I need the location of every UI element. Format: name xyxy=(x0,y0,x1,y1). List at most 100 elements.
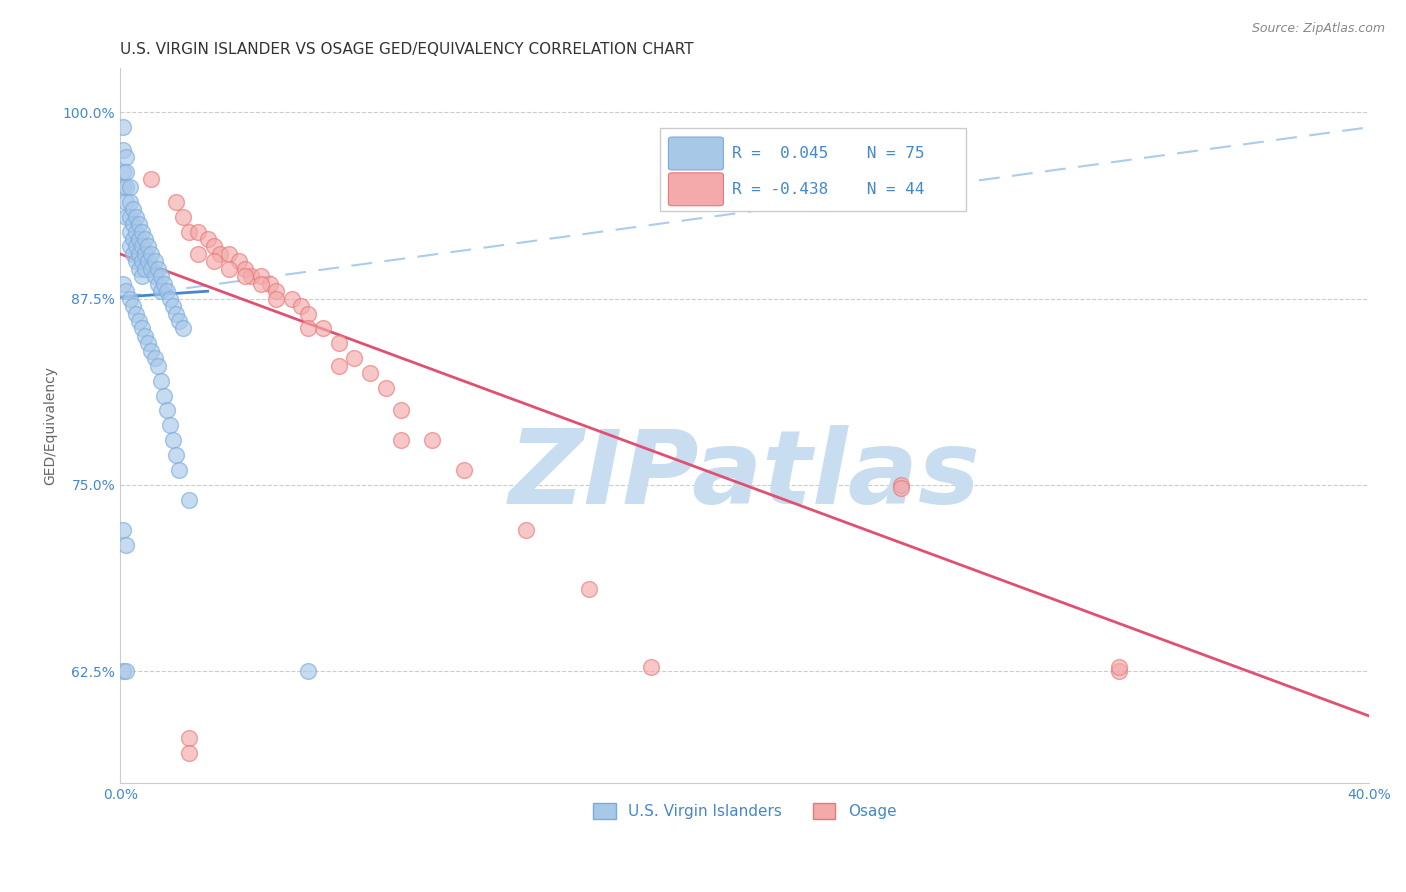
Point xyxy=(165,307,187,321)
Point xyxy=(146,277,169,291)
Point xyxy=(118,180,141,194)
Point xyxy=(218,261,240,276)
Point xyxy=(266,284,288,298)
Point xyxy=(134,329,156,343)
Point xyxy=(125,225,148,239)
Point xyxy=(141,172,163,186)
Point xyxy=(165,448,187,462)
Point xyxy=(162,434,184,448)
Point xyxy=(125,210,148,224)
Point xyxy=(187,225,209,239)
Point xyxy=(118,292,141,306)
Point xyxy=(136,239,159,253)
Point xyxy=(162,299,184,313)
Point xyxy=(125,239,148,253)
Point xyxy=(149,269,172,284)
FancyBboxPatch shape xyxy=(668,173,724,206)
Point xyxy=(115,665,138,679)
Point xyxy=(228,254,250,268)
Point xyxy=(233,269,256,284)
Point xyxy=(134,247,156,261)
Point xyxy=(121,202,143,217)
Point xyxy=(177,492,200,507)
Point xyxy=(128,232,150,246)
Point xyxy=(359,366,381,380)
Point xyxy=(266,292,288,306)
Point xyxy=(115,180,138,194)
Point xyxy=(149,284,172,298)
Point xyxy=(112,523,135,537)
Point xyxy=(389,434,412,448)
Point xyxy=(134,261,156,276)
Point xyxy=(172,210,194,224)
Point xyxy=(128,217,150,231)
Point xyxy=(136,254,159,268)
Point xyxy=(115,538,138,552)
Point xyxy=(121,217,143,231)
Point xyxy=(112,665,135,679)
Point xyxy=(343,351,366,366)
Y-axis label: GED/Equivalency: GED/Equivalency xyxy=(44,366,58,485)
Point xyxy=(131,269,153,284)
Point xyxy=(143,269,166,284)
Point xyxy=(165,194,187,209)
Point xyxy=(218,247,240,261)
Point xyxy=(125,254,148,268)
Point xyxy=(202,239,225,253)
Point xyxy=(118,194,141,209)
Point xyxy=(131,239,153,253)
Point xyxy=(159,292,181,306)
Point xyxy=(159,418,181,433)
Text: R = -0.438    N = 44: R = -0.438 N = 44 xyxy=(733,182,925,197)
Point xyxy=(128,247,150,261)
FancyBboxPatch shape xyxy=(659,128,966,211)
Point xyxy=(156,284,179,298)
Point xyxy=(249,277,271,291)
Point xyxy=(112,277,135,291)
Point xyxy=(134,232,156,246)
Point xyxy=(297,321,319,335)
Point xyxy=(890,478,912,492)
Point xyxy=(422,434,444,448)
Point xyxy=(118,225,141,239)
Point xyxy=(578,582,600,597)
Point xyxy=(112,165,135,179)
Point xyxy=(297,665,319,679)
Point xyxy=(121,247,143,261)
Point xyxy=(259,277,281,291)
Point xyxy=(640,660,662,674)
Point xyxy=(115,284,138,298)
Point xyxy=(125,307,148,321)
Point xyxy=(172,321,194,335)
Point xyxy=(890,481,912,495)
Point xyxy=(240,269,263,284)
Point xyxy=(115,194,138,209)
Point xyxy=(149,374,172,388)
Point xyxy=(153,277,176,291)
Point xyxy=(187,247,209,261)
Point xyxy=(374,381,396,395)
Point xyxy=(118,239,141,253)
Point xyxy=(169,463,191,477)
Point xyxy=(515,523,537,537)
Point xyxy=(156,403,179,417)
Text: R =  0.045    N = 75: R = 0.045 N = 75 xyxy=(733,146,925,161)
Point xyxy=(143,351,166,366)
Point xyxy=(197,232,219,246)
Text: Source: ZipAtlas.com: Source: ZipAtlas.com xyxy=(1251,22,1385,36)
Point xyxy=(112,143,135,157)
Point xyxy=(115,165,138,179)
Point xyxy=(297,307,319,321)
Point xyxy=(115,150,138,164)
Point xyxy=(141,261,163,276)
Point xyxy=(121,232,143,246)
Point xyxy=(121,299,143,313)
Legend: U.S. Virgin Islanders, Osage: U.S. Virgin Islanders, Osage xyxy=(586,797,903,825)
Point xyxy=(128,261,150,276)
Point xyxy=(249,269,271,284)
Point xyxy=(177,731,200,746)
Point xyxy=(128,314,150,328)
Point xyxy=(453,463,475,477)
Point xyxy=(131,254,153,268)
Text: ZIPatlas: ZIPatlas xyxy=(509,425,980,526)
